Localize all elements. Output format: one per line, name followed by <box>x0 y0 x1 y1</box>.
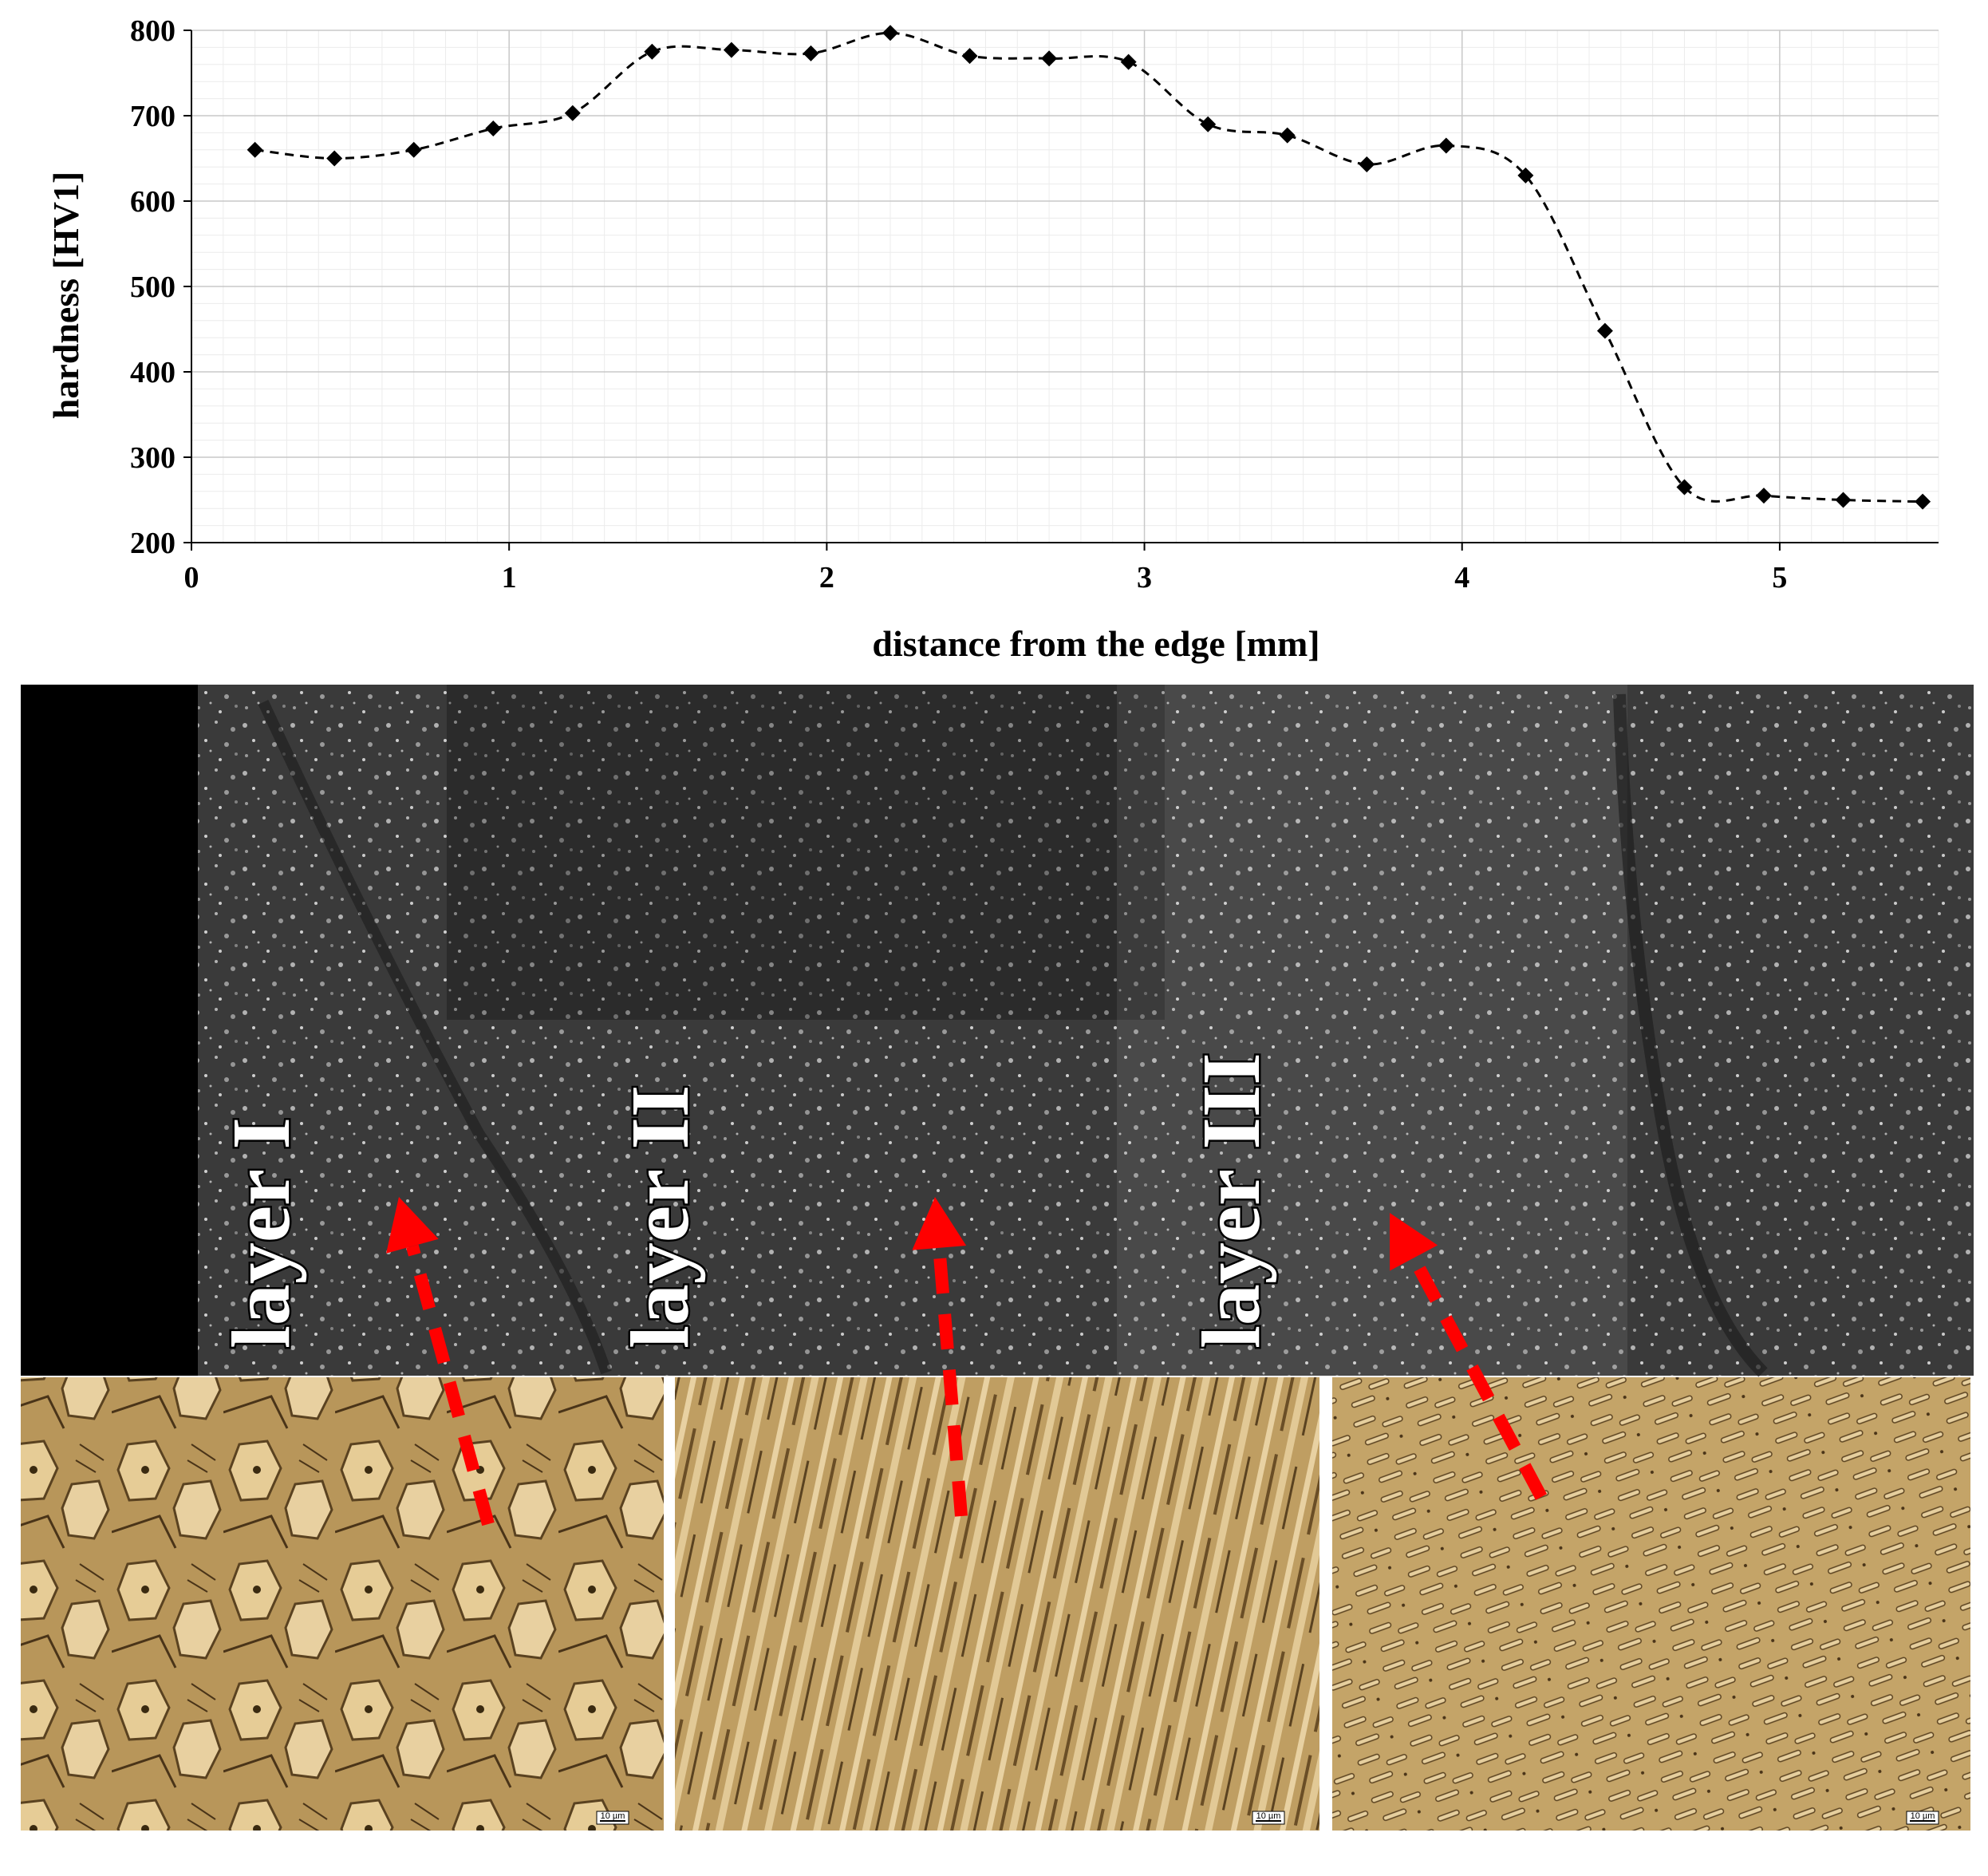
layer-label-1: layer I <box>215 1117 307 1349</box>
data-point <box>1279 127 1296 144</box>
arrow-shaft-2 <box>933 1247 968 1517</box>
data-point <box>1915 493 1931 510</box>
data-point <box>1200 116 1217 132</box>
y-tick-label: 500 <box>130 271 176 304</box>
series-line <box>254 31 1923 504</box>
svg-text:10 µm: 10 µm <box>601 1811 625 1821</box>
macro-image-fusion-line <box>258 700 612 1375</box>
scale-bar-2: 10 µm <box>1252 1811 1285 1825</box>
y-tick-label: 200 <box>130 527 176 560</box>
scale-bar-1: 10 µm <box>596 1811 629 1825</box>
data-point <box>723 41 740 58</box>
data-point <box>1041 50 1058 67</box>
macro-image-panel: layer I layer II layer III <box>21 685 1974 1377</box>
arrow-shaft-3 <box>1408 1254 1548 1500</box>
svg-text:10 µm: 10 µm <box>1911 1811 1935 1821</box>
data-point <box>1359 156 1375 172</box>
y-tick-labels: 200 300 400 500 600 700 800 <box>130 14 191 560</box>
y-axis-title: hardness [HV1] <box>45 172 86 420</box>
series-markers <box>247 25 1931 510</box>
data-point <box>326 150 343 167</box>
micrograph-panels: 10 µm 10 µm 10 µm <box>21 1377 1970 1831</box>
data-point <box>247 141 263 158</box>
y-tick-label: 400 <box>130 356 176 389</box>
data-point <box>1756 488 1772 504</box>
data-point <box>1676 479 1693 496</box>
data-point <box>485 120 502 137</box>
data-point <box>1120 53 1137 70</box>
macro-image-light-region <box>1117 685 1627 1376</box>
macro-image-boundary-line <box>1613 693 1768 1377</box>
major-grid <box>191 30 1939 543</box>
x-tick-label: 4 <box>1454 561 1469 594</box>
y-tick-label: 600 <box>130 185 176 219</box>
micrograph-layer-3 <box>1332 1377 1970 1831</box>
x-tick-label: 0 <box>184 561 199 594</box>
x-tick-labels: 0 1 2 3 4 5 <box>184 543 1787 594</box>
macro-image-dark-region <box>447 685 1165 1020</box>
data-point <box>1517 167 1534 184</box>
scale-bar-3: 10 µm <box>1906 1811 1939 1825</box>
x-tick-label: 2 <box>819 561 834 594</box>
layer-label-2: layer II <box>614 1085 706 1349</box>
arrow-head-3 <box>1390 1213 1438 1271</box>
arrow-head-1 <box>386 1197 439 1254</box>
y-tick-label: 300 <box>130 441 176 475</box>
data-point <box>1835 492 1852 508</box>
data-point <box>564 105 581 121</box>
layer-arrows <box>386 1197 1548 1526</box>
arrow-head-2 <box>912 1197 967 1250</box>
x-tick-label: 5 <box>1772 561 1787 594</box>
data-point <box>1438 137 1454 154</box>
data-point <box>882 25 898 41</box>
svg-text:10 µm: 10 µm <box>1256 1811 1281 1821</box>
data-point <box>961 48 978 65</box>
data-point <box>644 43 661 60</box>
y-tick-label: 700 <box>130 100 176 133</box>
macro-image-dark-edge <box>21 685 198 1376</box>
x-axis-title: distance from the edge [mm] <box>872 623 1319 664</box>
micrograph-layer-1 <box>21 1377 664 1831</box>
data-point <box>803 45 819 61</box>
x-tick-label: 3 <box>1137 561 1152 594</box>
arrow-shaft-1 <box>406 1244 495 1526</box>
data-point <box>405 141 422 158</box>
layer-label-3: layer III <box>1185 1053 1277 1349</box>
y-tick-label: 800 <box>130 14 176 48</box>
micrograph-layer-2 <box>675 1377 1319 1831</box>
data-point <box>1596 322 1613 339</box>
hardness-chart: 0 1 2 3 4 5 200 300 400 500 600 700 800 distance fr… <box>45 14 1939 664</box>
x-tick-label: 1 <box>502 561 517 594</box>
